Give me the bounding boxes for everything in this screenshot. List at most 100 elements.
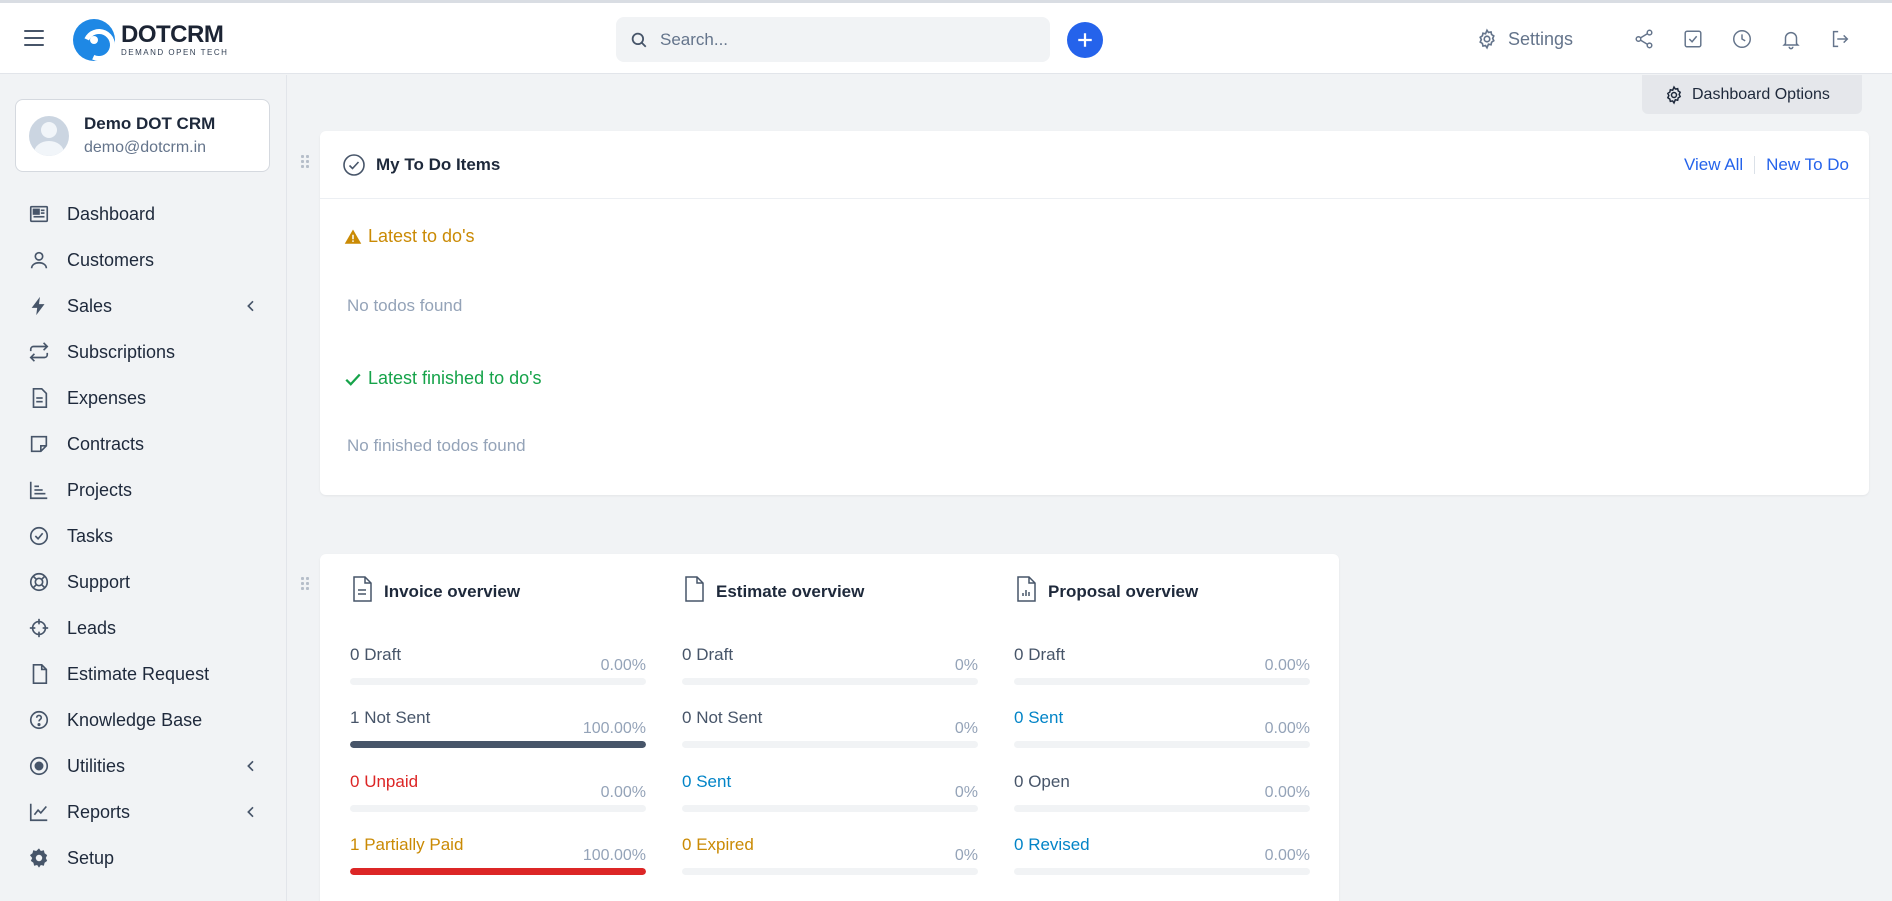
status-label[interactable]: 1 Partially Paid [350,835,463,855]
brand-logo[interactable]: DOTCRM DEMAND OPEN TECH [73,19,228,61]
overview-status-row[interactable]: 0 Not Sent 0% [682,708,978,754]
status-label[interactable]: 0 Draft [350,645,401,665]
checkmark-icon [345,373,361,386]
status-label[interactable]: 0 Revised [1014,835,1090,855]
sidebar-item-reports[interactable]: Reports [0,789,287,835]
drag-handle-icon[interactable] [301,577,313,591]
search-input[interactable] [660,29,1040,50]
sidebar-item-sales[interactable]: Sales [0,283,287,329]
status-count: 1 [350,835,360,854]
finished-todos-label: Latest finished to do's [368,368,542,388]
overview-status-row[interactable]: 0 Revised 0.00% [1014,835,1310,881]
sidebar-nav: Dashboard Customers Sales Subscriptions Expe… [0,191,287,881]
share-icon[interactable] [1632,27,1656,51]
bell-icon[interactable] [1779,27,1803,51]
status-label[interactable]: 0 Open [1014,772,1070,792]
overview-status-row[interactable]: 1 Not Sent 100.00% [350,708,646,754]
status-label[interactable]: 0 Unpaid [350,772,418,792]
status-label[interactable]: 0 Sent [1014,708,1063,728]
dashboard-icon [27,202,51,226]
latest-todos-heading: Latest to do's [344,226,475,247]
progress-bar [682,741,978,748]
clock-icon[interactable] [1730,27,1754,51]
status-count: 0 [682,835,692,854]
status-name: Draft [364,645,402,664]
status-label[interactable]: 0 Draft [682,645,733,665]
status-label[interactable]: 0 Draft [1014,645,1065,665]
document-icon [27,386,51,410]
status-count: 0 [682,708,692,727]
status-count: 0 [1014,772,1024,791]
overview-status-row[interactable]: 0 Sent 0.00% [1014,708,1310,754]
overview-status-row[interactable]: 0 Open 0.00% [1014,772,1310,818]
status-percent: 100.00% [582,847,646,864]
status-name: Open [1028,772,1070,791]
user-profile-card[interactable]: Demo DOT CRM demo@dotcrm.in [15,99,270,172]
todo-widget-title: My To Do Items [376,154,501,174]
chevron-left-icon[interactable] [243,298,259,314]
status-label[interactable]: 0 Sent [682,772,731,792]
status-label[interactable]: 1 Not Sent [350,708,430,728]
overview-heading[interactable]: Estimate overview [682,576,864,607]
new-todo-link[interactable]: New To Do [1766,155,1849,174]
invoice-overview-column: Invoice overview 0 Draft 0.00% 1 Not Sent 10… [320,554,650,901]
sidebar-item-utilities[interactable]: Utilities [0,743,287,789]
sidebar-item-support[interactable]: Support [0,559,287,605]
sidebar-item-dashboard[interactable]: Dashboard [0,191,287,237]
gear-icon [1479,28,1495,50]
sidebar-item-projects[interactable]: Projects [0,467,287,513]
status-count: 0 [682,772,692,791]
dashboard-options-label: Dashboard Options [1692,85,1830,103]
overview-title: Estimate overview [716,581,865,601]
drag-handle-icon[interactable] [301,155,313,169]
settings-link[interactable]: Settings [1476,28,1573,50]
status-name: Draft [696,645,734,664]
overview-status-row[interactable]: 0 Draft 0% [682,645,978,691]
overview-status-row[interactable]: 0 Unpaid 0.00% [350,772,646,818]
status-count: 0 [1014,835,1024,854]
sidebar-item-label: Reports [67,801,131,822]
dashboard-options-button[interactable]: Dashboard Options [1642,75,1862,114]
sidebar-item-estimate-request[interactable]: Estimate Request [0,651,287,697]
status-count: 0 [682,645,692,664]
crosshair-icon [27,616,51,640]
status-label[interactable]: 0 Not Sent [682,708,762,728]
sidebar-item-setup[interactable]: Setup [0,835,287,881]
avatar [29,115,69,156]
finished-todos-heading: Latest finished to do's [344,368,542,389]
proposal-overview-column: Proposal overview 0 Draft 0.00% 0 Sent 0.00%… [984,554,1314,901]
sidebar-item-leads[interactable]: Leads [0,605,287,651]
sidebar-item-label: Subscriptions [67,341,176,362]
sidebar-item-label: Estimate Request [67,663,210,684]
status-percent: 0.00% [600,657,646,674]
overview-heading[interactable]: Invoice overview [350,576,520,607]
progress-bar [682,678,978,685]
overview-status-row[interactable]: 1 Partially Paid 100.00% [350,835,646,881]
overview-status-row[interactable]: 0 Draft 0.00% [350,645,646,691]
todo-check-icon[interactable] [1681,27,1705,51]
overview-status-row[interactable]: 0 Draft 0.00% [1014,645,1310,691]
overview-status-row[interactable]: 0 Expired 0% [682,835,978,881]
status-label[interactable]: 0 Expired [682,835,754,855]
proposal-icon [1014,576,1038,607]
status-name: Sent [696,772,732,791]
todo-widget: My To Do Items View All New To Do Latest… [320,131,1869,495]
chevron-left-icon[interactable] [243,758,259,774]
view-all-link[interactable]: View All [1683,155,1744,174]
sidebar-item-expenses[interactable]: Expenses [0,375,287,421]
chevron-left-icon[interactable] [243,804,259,820]
sidebar-item-customers[interactable]: Customers [0,237,287,283]
sidebar-item-contracts[interactable]: Contracts [0,421,287,467]
quick-create-button[interactable] [1067,22,1103,58]
logout-icon[interactable] [1828,27,1852,51]
menu-toggle-icon[interactable] [24,30,44,46]
status-count: 0 [350,772,360,791]
overview-status-row[interactable]: 0 Sent 0% [682,772,978,818]
sidebar-item-knowledge-base[interactable]: Knowledge Base [0,697,287,743]
sidebar-item-subscriptions[interactable]: Subscriptions [0,329,287,375]
sidebar-item-tasks[interactable]: Tasks [0,513,287,559]
status-percent: 0.00% [1264,784,1310,801]
status-name: Expired [696,835,754,854]
sidebar-item-label: Leads [67,617,117,638]
overview-heading[interactable]: Proposal overview [1014,576,1198,607]
